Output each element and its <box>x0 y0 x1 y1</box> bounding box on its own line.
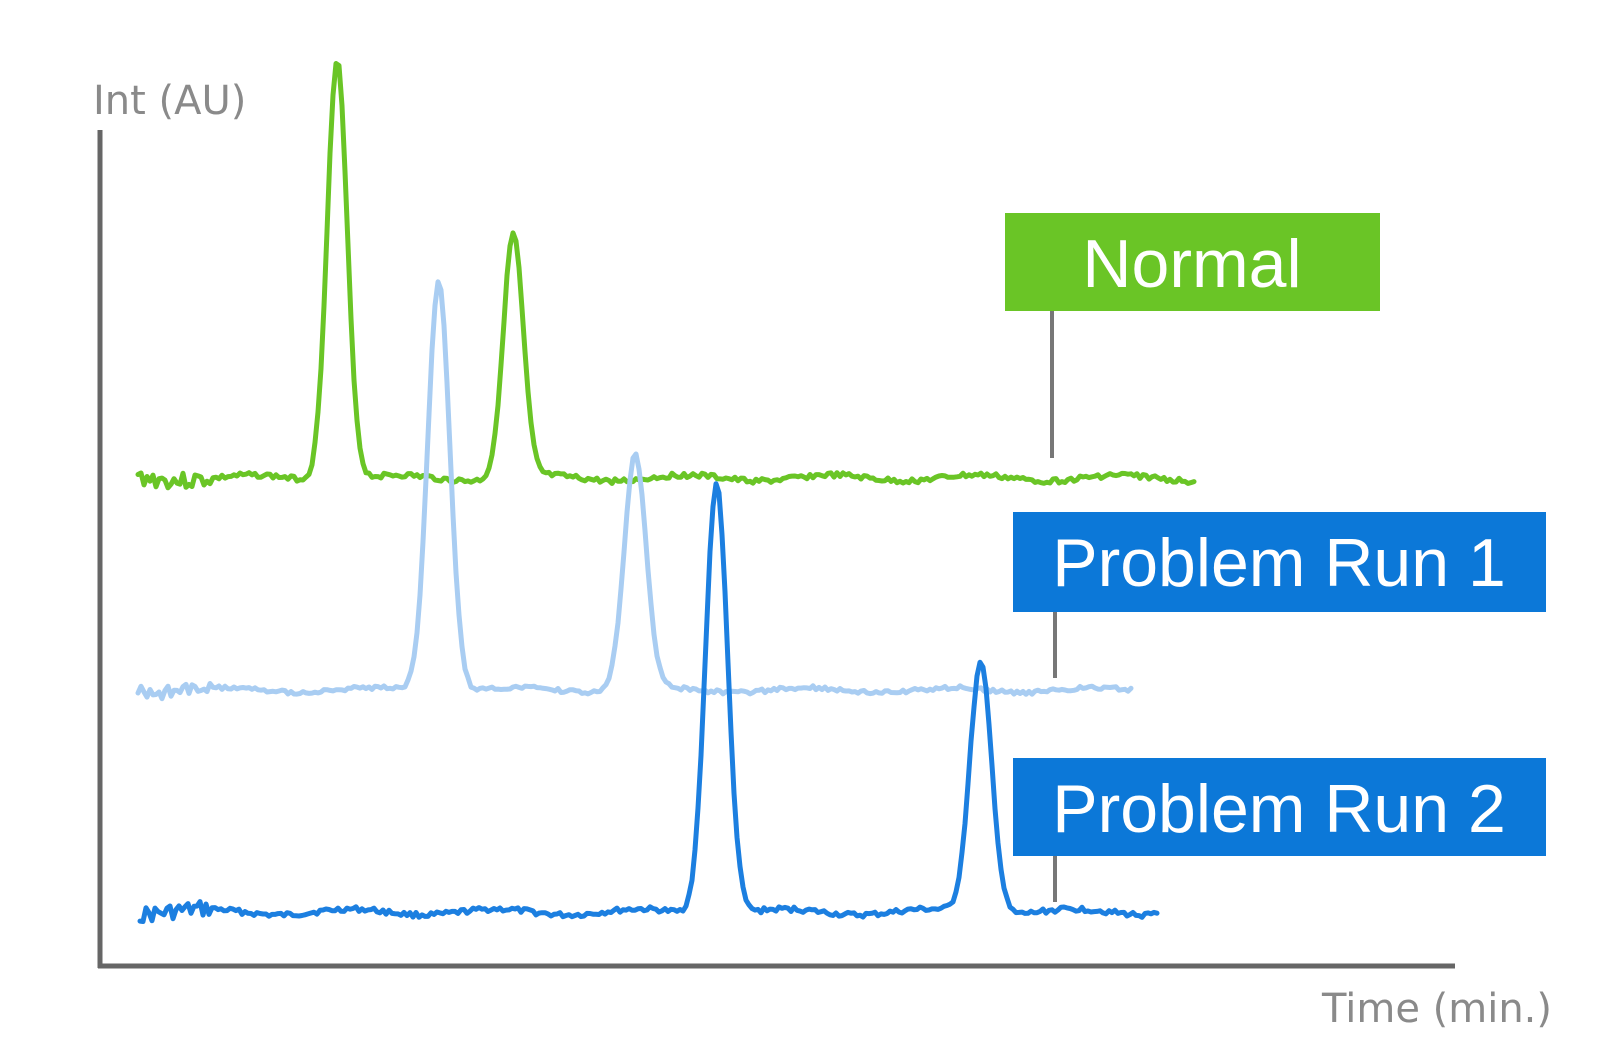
y-axis-label: Int (AU) <box>93 78 246 124</box>
label-normal-text: Normal <box>1082 226 1301 302</box>
label-problem-run-2-box <box>1013 758 1546 856</box>
label-normal: Normal <box>1005 213 1380 311</box>
series-problem-run-1-line <box>135 279 1134 702</box>
label-problem-run-1: Problem Run 1 <box>1013 512 1546 612</box>
series-normal-line <box>135 61 1197 491</box>
label-problem-run-1-text: Problem Run 1 <box>1052 525 1506 601</box>
series-problem-run-2-line <box>137 481 1160 924</box>
label-problem-run-2: Problem Run 2 <box>1013 758 1546 856</box>
label-problem-run-1-box <box>1013 512 1546 612</box>
x-axis-label: Time (min.) <box>1321 986 1552 1032</box>
label-problem-run-2-text: Problem Run 2 <box>1052 771 1506 847</box>
label-normal-box <box>1005 213 1380 311</box>
